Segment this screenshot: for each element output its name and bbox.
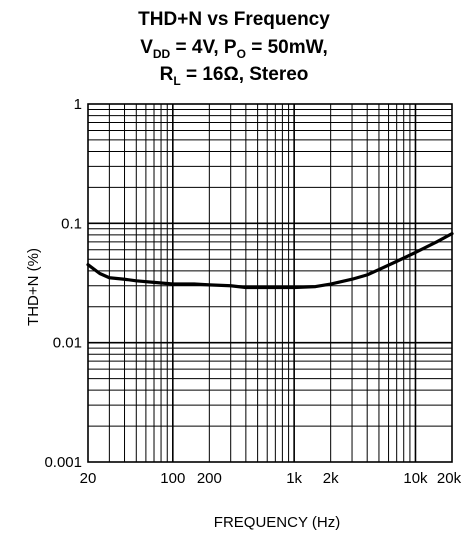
- grid-minor-y: [88, 108, 452, 427]
- y-tick-label: 0.1: [61, 215, 82, 232]
- title-v-subscript: DD: [153, 47, 171, 61]
- series-layer: [86, 232, 454, 290]
- x-tick-label: 2k: [323, 470, 339, 487]
- y-tick-label: 0.01: [53, 335, 82, 352]
- title-v-value: = 4V, P: [170, 37, 237, 58]
- x-tick-label: 10k: [403, 470, 428, 487]
- chart-title: THD+N vs Frequency VDD = 4V, PO = 50mW, …: [138, 9, 330, 88]
- series-line-0: [86, 232, 454, 290]
- plot-frame: [87, 103, 453, 463]
- title-r-value: = 16Ω, Stereo: [181, 64, 309, 85]
- title-p-subscript: O: [237, 47, 246, 61]
- y-tick-labels: 0.001 0.01 0.1 1: [44, 96, 82, 471]
- x-tick-labels: 20 100 200 1k 2k 10k 20k: [80, 470, 462, 487]
- title-r: R: [160, 64, 174, 85]
- x-tick-label: 200: [197, 470, 222, 487]
- x-axis-label: FREQUENCY (Hz): [214, 514, 340, 531]
- title-line-3: RL = 16Ω, Stereo: [160, 64, 309, 88]
- x-tick-label: 20k: [437, 470, 462, 487]
- title-r-subscript: L: [173, 74, 180, 88]
- grid-major: [88, 104, 452, 462]
- title-line-2: VDD = 4V, PO = 50mW,: [140, 37, 328, 61]
- x-tick-label: 100: [160, 470, 185, 487]
- title-p-value: = 50mW,: [246, 37, 328, 58]
- y-axis-label: THD+N (%): [25, 248, 42, 326]
- y-tick-label: 0.001: [44, 454, 82, 471]
- x-tick-label: 1k: [286, 470, 302, 487]
- y-tick-label: 1: [74, 96, 82, 113]
- title-v: V: [140, 37, 153, 58]
- x-tick-label: 20: [80, 470, 97, 487]
- title-line-1: THD+N vs Frequency: [138, 9, 330, 30]
